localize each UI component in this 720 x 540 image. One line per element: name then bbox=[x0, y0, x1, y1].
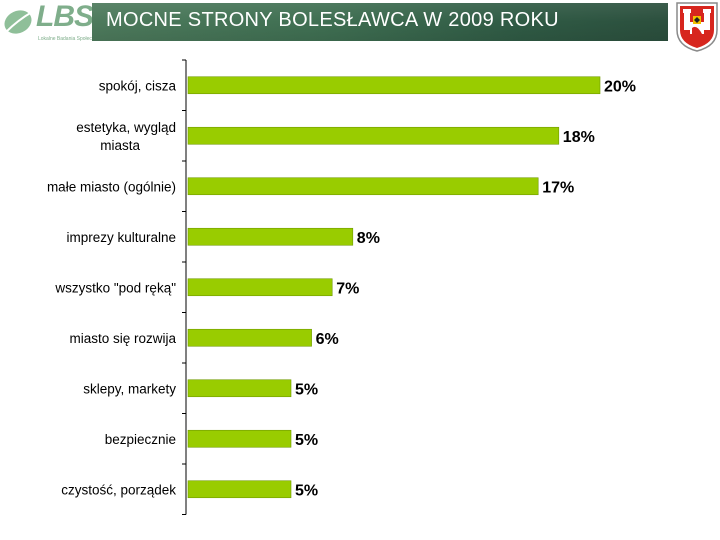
lbs-logo: LBS Lokalne Badania Społeczne bbox=[2, 0, 100, 44]
data-label: 8% bbox=[357, 230, 380, 247]
bar bbox=[187, 177, 539, 196]
leaf-icon bbox=[4, 10, 33, 34]
category-label-line: miasto się rozwija bbox=[69, 331, 176, 346]
data-label: 6% bbox=[316, 331, 339, 348]
category-label-line: imprezy kulturalne bbox=[66, 230, 176, 245]
bar bbox=[187, 126, 560, 145]
data-label: 18% bbox=[563, 129, 595, 146]
bar bbox=[187, 480, 292, 499]
category-label: małe miasto (ogólnie) bbox=[47, 179, 176, 194]
category-label-line: wszystko "pod ręką" bbox=[54, 280, 176, 295]
value-labels: 20% 18% 17% 8% 7% 6% 5% 5% 5% bbox=[295, 78, 636, 499]
category-label-line: miasta bbox=[100, 138, 140, 153]
bar bbox=[187, 278, 333, 297]
bar bbox=[187, 76, 601, 95]
header: LBS Lokalne Badania Społeczne MOCNE STRO… bbox=[0, 0, 720, 52]
coat-of-arms-icon bbox=[676, 2, 718, 52]
category-label-line: sklepy, markety bbox=[83, 381, 176, 396]
category-label: miasto się rozwija bbox=[69, 331, 176, 346]
category-label: sklepy, markety bbox=[83, 381, 176, 396]
category-label: wszystko "pod ręką" bbox=[54, 280, 176, 295]
category-label: estetyka, wygląd miasta bbox=[76, 120, 176, 153]
category-label-line: spokój, cisza bbox=[99, 78, 177, 93]
logo-subtitle: Lokalne Badania Społeczne bbox=[38, 36, 100, 42]
bars-group bbox=[187, 76, 601, 499]
banner-shading bbox=[92, 3, 668, 41]
category-label-line: bezpiecznie bbox=[105, 432, 176, 447]
title-banner: MOCNE STRONY BOLESŁAWCA W 2009 ROKU bbox=[92, 3, 668, 41]
category-label-line: czystość, porządek bbox=[61, 482, 176, 497]
bar bbox=[187, 328, 312, 347]
y-axis bbox=[182, 59, 187, 515]
data-label: 5% bbox=[295, 381, 318, 398]
category-label: czystość, porządek bbox=[61, 482, 176, 497]
category-label: spokój, cisza bbox=[99, 78, 177, 93]
data-label: 20% bbox=[604, 78, 636, 95]
data-label: 7% bbox=[336, 280, 359, 297]
bar bbox=[187, 227, 354, 246]
bar bbox=[187, 379, 292, 398]
bar bbox=[187, 429, 292, 448]
data-label: 5% bbox=[295, 432, 318, 449]
category-label: bezpiecznie bbox=[105, 432, 176, 447]
category-label: imprezy kulturalne bbox=[66, 230, 176, 245]
data-label: 5% bbox=[295, 482, 318, 499]
category-labels: spokój, cisza estetyka, wygląd miasta małe … bbox=[47, 78, 177, 497]
page-title: MOCNE STRONY BOLESŁAWCA W 2009 ROKU bbox=[106, 9, 559, 31]
logo-text: LBS bbox=[36, 0, 94, 33]
data-label: 17% bbox=[542, 179, 574, 196]
category-label-line: estetyka, wygląd bbox=[76, 120, 176, 135]
category-label-line: małe miasto (ogólnie) bbox=[47, 179, 176, 194]
